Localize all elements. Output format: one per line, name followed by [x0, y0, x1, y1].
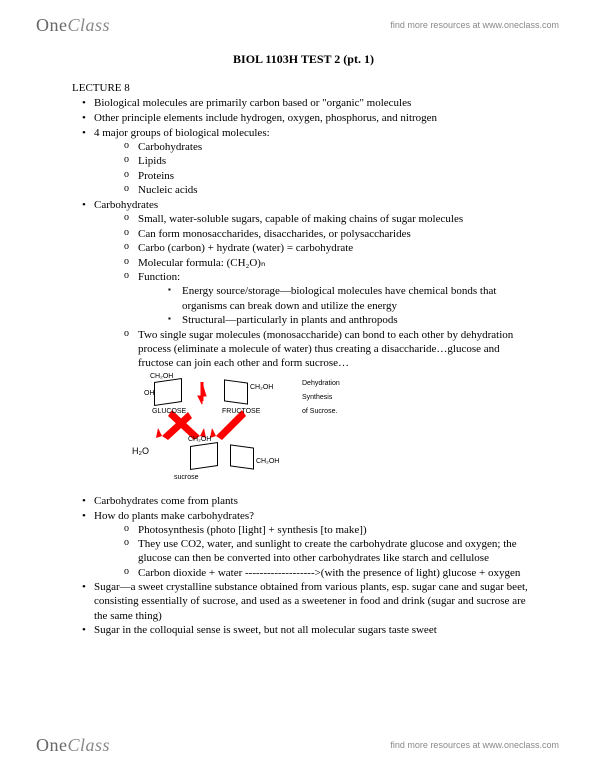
- fructose-mol: [224, 379, 248, 404]
- footer-tagline: find more resources at www.oneclass.com: [390, 740, 559, 750]
- list-item: Carbon dioxide + water -----------------…: [120, 566, 535, 580]
- sucrose-label: sucrose: [174, 474, 199, 483]
- list-item: Sugar—a sweet crystalline substance obta…: [72, 580, 535, 622]
- brand-logo: OneClass: [36, 15, 110, 36]
- list-item: Two single sugar molecules (monosacchari…: [120, 328, 535, 370]
- ch2oh-label: CH₂OH: [250, 384, 273, 393]
- header-tagline: find more resources at www.oneclass.com: [390, 20, 559, 30]
- list-item: Can form monosaccharides, disaccharides,…: [120, 227, 535, 241]
- sub-sub-list: Energy source/storage—biological molecul…: [138, 284, 535, 327]
- list-item: Nucleic acids: [120, 183, 535, 197]
- synthesis-label: Synthesis: [302, 394, 332, 403]
- ch2oh-label: CH₂OH: [256, 458, 279, 467]
- page-header: OneClass find more resources at www.onec…: [0, 10, 595, 40]
- oh-label: OH: [144, 390, 155, 399]
- main-list-continued: Carbohydrates come from plants How do pl…: [72, 494, 535, 637]
- list-item: They use CO2, water, and sunlight to cre…: [120, 537, 535, 565]
- list-item: Carbohydrates Small, water-soluble sugar…: [72, 198, 535, 370]
- dehydration-label: Dehydration: [302, 380, 340, 389]
- list-text: Carbohydrates: [94, 199, 158, 211]
- page-footer: OneClass find more resources at www.onec…: [0, 730, 595, 760]
- ch2oh-label: CH₂OH: [188, 436, 211, 445]
- fructose-label: FRUCTOSE: [222, 408, 260, 417]
- list-text: How do plants make carbohydrates?: [94, 510, 254, 522]
- list-text: 4 major groups of biological molecules:: [94, 127, 270, 139]
- sub-list: Carbohydrates Lipids Proteins Nucleic ac…: [94, 140, 535, 198]
- list-item: Photosynthesis (photo [light] + synthesi…: [120, 523, 535, 537]
- list-item: Function: Energy source/storage—biologic…: [120, 270, 535, 327]
- list-item: Structural—particularly in plants and an…: [164, 313, 535, 327]
- ch2oh-label: CH₂OH: [150, 373, 173, 382]
- of-sucrose-label: of Sucrose.: [302, 408, 337, 417]
- brand-part2: Class: [68, 735, 111, 755]
- list-item: Proteins: [120, 169, 535, 183]
- list-item: Biological molecules are primarily carbo…: [72, 96, 535, 110]
- sub-list: Photosynthesis (photo [light] + synthesi…: [94, 523, 535, 580]
- glucose-label: GLUCOSE: [152, 408, 186, 417]
- main-list: Biological molecules are primarily carbo…: [72, 96, 535, 369]
- brand-part1: One: [36, 15, 68, 35]
- list-item: Energy source/storage—biological molecul…: [164, 284, 535, 312]
- document-body: BIOL 1103H TEST 2 (pt. 1) LECTURE 8 Biol…: [72, 52, 535, 720]
- list-text: Function:: [138, 271, 180, 283]
- sucrose-diagram: CH₂OH OH GLUCOSE CH₂OH FRUCTOSE Dehydrat…: [132, 376, 392, 486]
- list-item: 4 major groups of biological molecules: …: [72, 126, 535, 198]
- brand-part2: Class: [68, 15, 111, 35]
- brand-logo: OneClass: [36, 735, 110, 756]
- list-item: Lipids: [120, 154, 535, 168]
- list-item: Other principle elements include hydroge…: [72, 111, 535, 125]
- list-item: Carbohydrates come from plants: [72, 494, 535, 508]
- sucrose-glucose-mol: [190, 442, 218, 470]
- lecture-heading: LECTURE 8: [72, 81, 535, 95]
- page-title: BIOL 1103H TEST 2 (pt. 1): [72, 52, 535, 67]
- brand-part1: One: [36, 735, 68, 755]
- list-item: Sugar in the colloquial sense is sweet, …: [72, 623, 535, 637]
- sucrose-fructose-mol: [230, 444, 254, 469]
- h2o-label: H₂O: [132, 446, 149, 458]
- list-item: Carbohydrates: [120, 140, 535, 154]
- sub-list: Small, water-soluble sugars, capable of …: [94, 212, 535, 370]
- list-item: How do plants make carbohydrates? Photos…: [72, 509, 535, 580]
- list-item: Small, water-soluble sugars, capable of …: [120, 212, 535, 226]
- glucose-mol: [154, 378, 182, 406]
- list-item: Carbo (carbon) + hydrate (water) = carbo…: [120, 241, 535, 255]
- list-item: Molecular formula: (CH₂O)ₙ: [120, 256, 535, 270]
